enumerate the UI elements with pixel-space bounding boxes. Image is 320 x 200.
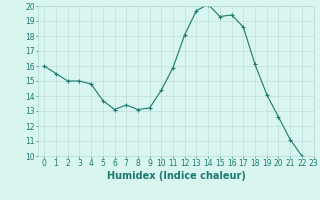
X-axis label: Humidex (Indice chaleur): Humidex (Indice chaleur)	[107, 171, 245, 181]
